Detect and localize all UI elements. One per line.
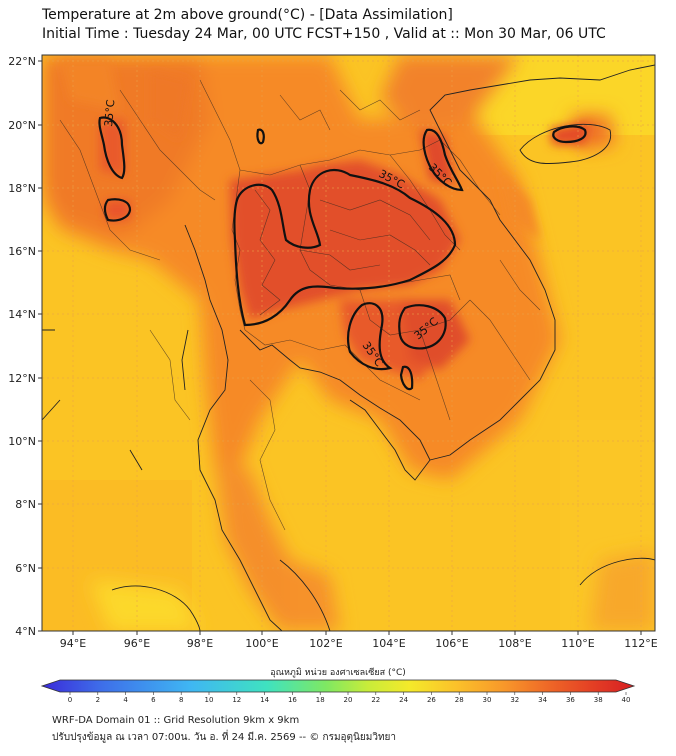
- lat-label: 4°N: [15, 625, 36, 638]
- colorbar-tick-label: 10: [205, 696, 214, 704]
- colorbar-tick-label: 24: [399, 696, 408, 704]
- colorbar: 0 2 4 6 8 10 12 14 16 18 20 22 24 26 28 30 32 34 36 38 40: [40, 679, 636, 704]
- colorbar-ticks: 0 2 4 6 8 10 12 14 16 18 20 22 24 26 28 30 32 34 36 38 40: [68, 692, 631, 704]
- borders: [59, 79, 541, 531]
- lat-label: 16°N: [8, 245, 36, 258]
- colorbar-scale: [40, 679, 636, 693]
- footer-update-info: ปรับปรุงข้อมูล ณ เวลา 07:00น. วัน อ. ที่…: [52, 732, 397, 743]
- lon-label: 110°E: [561, 637, 594, 650]
- colorbar-tick-label: 38: [594, 696, 603, 704]
- lon-label: 100°E: [245, 637, 278, 650]
- footer-model-info: WRF-DA Domain 01 :: Grid Resolution 9km …: [52, 715, 300, 726]
- map-subtitle: Initial Time : Tuesday 24 Mar, 00 UTC FC…: [42, 26, 606, 42]
- longitude-labels: 94°E 96°E 98°E 100°E 102°E 104°E 106°E 1…: [60, 637, 658, 650]
- lat-label: 8°N: [15, 498, 36, 511]
- colorbar-tick-label: 8: [179, 696, 183, 704]
- colorbar-tick-label: 36: [566, 696, 575, 704]
- lon-label: 106°E: [435, 637, 468, 650]
- colorbar-tick-label: 40: [622, 696, 631, 704]
- temperature-field: 35°C 35°C 35°C 35°C 35°C: [42, 55, 655, 631]
- colorbar-tick-label: 16: [288, 696, 297, 704]
- lon-label: 112°E: [624, 637, 657, 650]
- colorbar-tick-label: 18: [316, 696, 325, 704]
- colorbar-title: อุณหภูมิ หน่วย องศาเซลเซียส (°C): [270, 668, 406, 678]
- colorbar-tick-label: 34: [538, 696, 547, 704]
- contour-35c: [98, 116, 587, 391]
- colorbar-tick-label: 2: [96, 696, 100, 704]
- colorbar-tick-label: 30: [483, 696, 492, 704]
- lon-label: 104°E: [372, 637, 405, 650]
- contour-label: 35°C: [102, 99, 117, 128]
- lon-label: 102°E: [309, 637, 342, 650]
- colorbar-tick-label: 0: [68, 696, 72, 704]
- colorbar-tick-label: 12: [232, 696, 241, 704]
- lon-label: 98°E: [187, 637, 213, 650]
- colorbar-tick-label: 6: [151, 696, 156, 704]
- colorbar-tick-label: 32: [510, 696, 519, 704]
- lat-label: 10°N: [8, 435, 36, 448]
- colorbar-tick-label: 28: [455, 696, 464, 704]
- lat-label: 6°N: [15, 562, 36, 575]
- colorbar-tick-label: 20: [344, 696, 353, 704]
- lat-label: 18°N: [8, 182, 36, 195]
- lon-label: 94°E: [60, 637, 86, 650]
- map-frame: [41, 54, 656, 632]
- coastlines: [42, 64, 655, 631]
- lat-label: 20°N: [8, 119, 36, 132]
- lat-label: 14°N: [8, 308, 36, 321]
- colorbar-tick-label: 4: [123, 696, 128, 704]
- colorbar-tick-label: 14: [260, 696, 269, 704]
- graticule: [42, 55, 655, 631]
- map-title: Temperature at 2m above ground(°C) - [Da…: [42, 7, 453, 23]
- colorbar-tick-label: 26: [427, 696, 436, 704]
- lon-label: 96°E: [124, 637, 150, 650]
- lat-label: 22°N: [8, 55, 36, 68]
- colorbar-tick-label: 22: [371, 696, 380, 704]
- lat-label: 12°N: [8, 372, 36, 385]
- latitude-labels: 22°N 20°N 18°N 16°N 14°N 12°N 10°N 8°N 6…: [8, 55, 36, 638]
- lon-label: 108°E: [498, 637, 531, 650]
